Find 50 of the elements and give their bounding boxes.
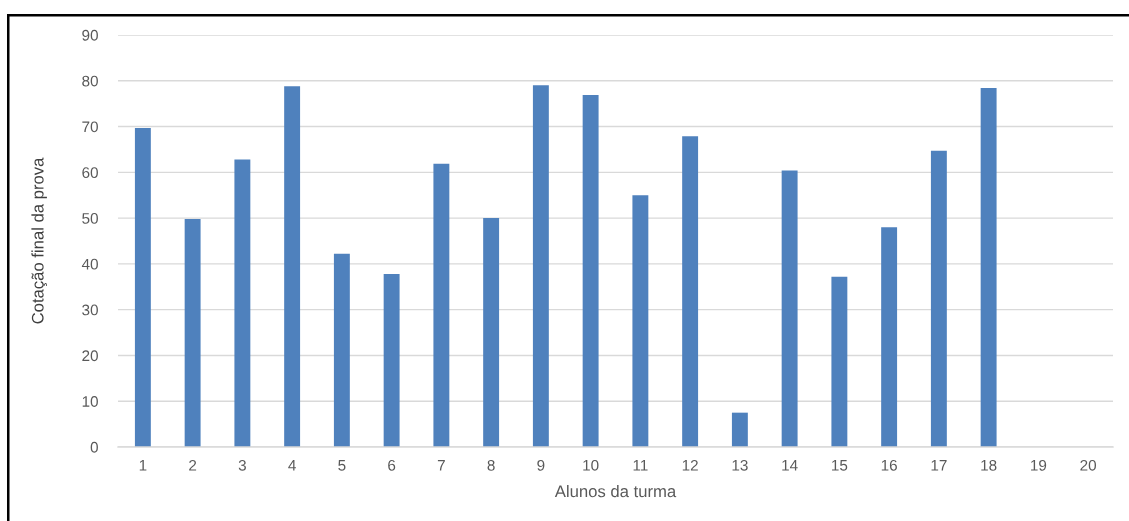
x-tick-label: 17 — [931, 460, 947, 471]
x-tick-label: 11 — [633, 460, 648, 471]
x-tick-label: 12 — [682, 459, 698, 471]
bar — [184, 219, 201, 447]
bar — [433, 163, 450, 447]
bar — [532, 85, 549, 447]
x-tick-label: 13 — [732, 459, 748, 471]
x-tick-label: 20 — [1080, 459, 1097, 471]
x-tick-label: 19 — [1031, 459, 1047, 471]
y-tick-label: 80 — [82, 75, 98, 87]
y-tick-label: 70 — [82, 121, 98, 133]
bar — [234, 159, 251, 447]
y-tick-label: 40 — [81, 258, 98, 270]
x-tick-label: 8 — [487, 459, 495, 471]
bar — [731, 412, 748, 447]
x-tick-label: 15 — [832, 460, 848, 471]
bar — [632, 195, 649, 447]
x-tick-label: 5 — [338, 460, 346, 471]
bar — [134, 127, 151, 447]
y-tick-label: 60 — [82, 167, 98, 179]
x-tick-label: 18 — [981, 459, 997, 471]
y-tick-label: 30 — [82, 304, 98, 316]
bar — [781, 170, 798, 447]
y-axis-title: Cotação final da prova — [31, 157, 47, 324]
bar — [284, 86, 301, 447]
x-tick-label: 16 — [881, 459, 897, 471]
x-tick-label: 3 — [238, 459, 246, 471]
y-tick-label: 20 — [82, 350, 98, 362]
bar — [930, 150, 947, 447]
x-tick-label: 7 — [437, 460, 445, 471]
x-tick-label: 14 — [782, 460, 798, 471]
bar — [682, 136, 699, 447]
x-axis-title: Alunos da turma — [554, 485, 677, 498]
x-tick-label: 6 — [388, 459, 396, 471]
y-tick-label: 90 — [82, 29, 98, 41]
x-tick-label: 1 — [139, 460, 147, 471]
y-tick-label: 0 — [90, 441, 98, 453]
x-tick-label: 4 — [288, 460, 296, 471]
bar — [980, 88, 997, 447]
x-tick-label: 10 — [583, 459, 599, 471]
bar — [383, 273, 400, 447]
x-tick-label: 9 — [537, 459, 545, 471]
bar — [483, 218, 500, 447]
y-tick-label: 10 — [82, 396, 98, 407]
y-tick-label: 50 — [82, 212, 98, 224]
bar — [582, 94, 599, 447]
bar — [881, 227, 898, 447]
x-tick-label: 2 — [189, 459, 197, 471]
bar — [831, 276, 848, 447]
bar — [333, 253, 350, 447]
